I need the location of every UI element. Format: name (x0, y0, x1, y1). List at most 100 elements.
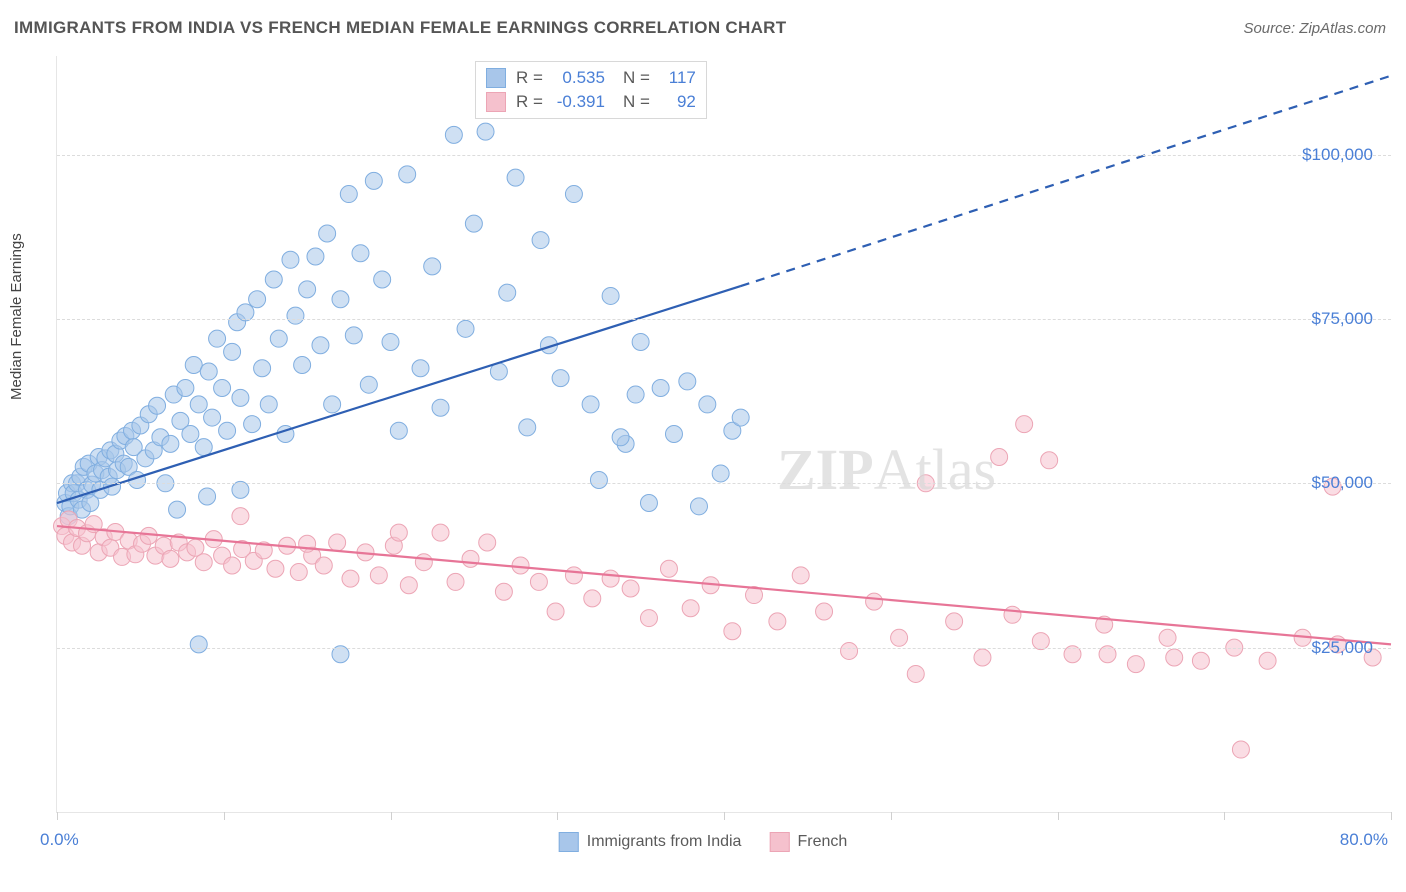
data-point (1232, 741, 1249, 758)
stats-row: R =0.535 N =117 (486, 66, 696, 90)
data-point (332, 291, 349, 308)
r-value: 0.535 (553, 68, 605, 88)
data-point (190, 636, 207, 653)
x-tick (1391, 812, 1392, 820)
data-point (582, 396, 599, 413)
data-point (590, 472, 607, 489)
data-point (390, 524, 407, 541)
legend-label: French (797, 833, 847, 851)
data-point (200, 363, 217, 380)
data-point (162, 435, 179, 452)
data-point (249, 291, 266, 308)
data-point (612, 429, 629, 446)
data-point (390, 422, 407, 439)
data-point (792, 567, 809, 584)
data-point (1016, 416, 1033, 433)
data-point (195, 439, 212, 456)
data-point (530, 573, 547, 590)
data-point (547, 603, 564, 620)
data-point (552, 370, 569, 387)
data-point (270, 330, 287, 347)
data-point (232, 389, 249, 406)
data-point (1004, 606, 1021, 623)
data-point (224, 557, 241, 574)
data-point (254, 360, 271, 377)
data-point (412, 360, 429, 377)
data-point (382, 333, 399, 350)
n-value: 117 (660, 68, 696, 88)
data-point (866, 593, 883, 610)
data-point (974, 649, 991, 666)
data-point (342, 570, 359, 587)
data-point (219, 422, 236, 439)
data-point (185, 356, 202, 373)
data-point (294, 356, 311, 373)
data-point (400, 577, 417, 594)
data-point (324, 396, 341, 413)
data-point (495, 583, 512, 600)
data-point (584, 590, 601, 607)
y-tick-label: $25,000 (1312, 638, 1373, 658)
data-point (1127, 656, 1144, 673)
stats-row: R =-0.391 N =92 (486, 90, 696, 114)
data-point (652, 379, 669, 396)
data-point (374, 271, 391, 288)
y-axis-label: Median Female Earnings (8, 233, 25, 400)
data-point (946, 613, 963, 630)
data-point (891, 629, 908, 646)
data-point (602, 287, 619, 304)
legend-swatch (559, 832, 579, 852)
data-point (340, 186, 357, 203)
x-tick (557, 812, 558, 820)
trend-line (57, 526, 1391, 644)
data-point (699, 396, 716, 413)
data-point (195, 554, 212, 571)
data-point (177, 379, 194, 396)
legend: Immigrants from IndiaFrench (559, 832, 848, 852)
gridline-h (57, 648, 1391, 649)
data-point (1166, 649, 1183, 666)
data-point (602, 570, 619, 587)
x-tick (891, 812, 892, 820)
data-point (665, 426, 682, 443)
y-tick-label: $100,000 (1302, 145, 1373, 165)
data-point (299, 281, 316, 298)
data-point (287, 307, 304, 324)
r-value: -0.391 (553, 92, 605, 112)
data-point (352, 245, 369, 262)
data-point (1192, 652, 1209, 669)
data-point (532, 232, 549, 249)
data-point (479, 534, 496, 551)
gridline-h (57, 483, 1391, 484)
data-point (199, 488, 216, 505)
data-point (267, 560, 284, 577)
data-point (1159, 629, 1176, 646)
data-point (260, 396, 277, 413)
data-point (209, 330, 226, 347)
data-point (432, 399, 449, 416)
gridline-h (57, 319, 1391, 320)
data-point (477, 123, 494, 140)
data-point (329, 534, 346, 551)
data-point (565, 186, 582, 203)
data-point (462, 550, 479, 567)
x-tick (1058, 812, 1059, 820)
data-point (232, 508, 249, 525)
source-attribution: Source: ZipAtlas.com (1243, 20, 1386, 37)
data-point (319, 225, 336, 242)
data-point (565, 567, 582, 584)
data-point (265, 271, 282, 288)
data-point (424, 258, 441, 275)
trend-line-extrapolated (741, 76, 1391, 286)
x-axis-min-label: 0.0% (40, 830, 79, 850)
data-point (991, 449, 1008, 466)
data-point (399, 166, 416, 183)
data-point (244, 416, 261, 433)
scatter-svg (57, 56, 1391, 812)
data-point (769, 613, 786, 630)
y-tick-label: $50,000 (1312, 473, 1373, 493)
data-point (627, 386, 644, 403)
data-point (512, 557, 529, 574)
data-point (499, 284, 516, 301)
data-point (816, 603, 833, 620)
